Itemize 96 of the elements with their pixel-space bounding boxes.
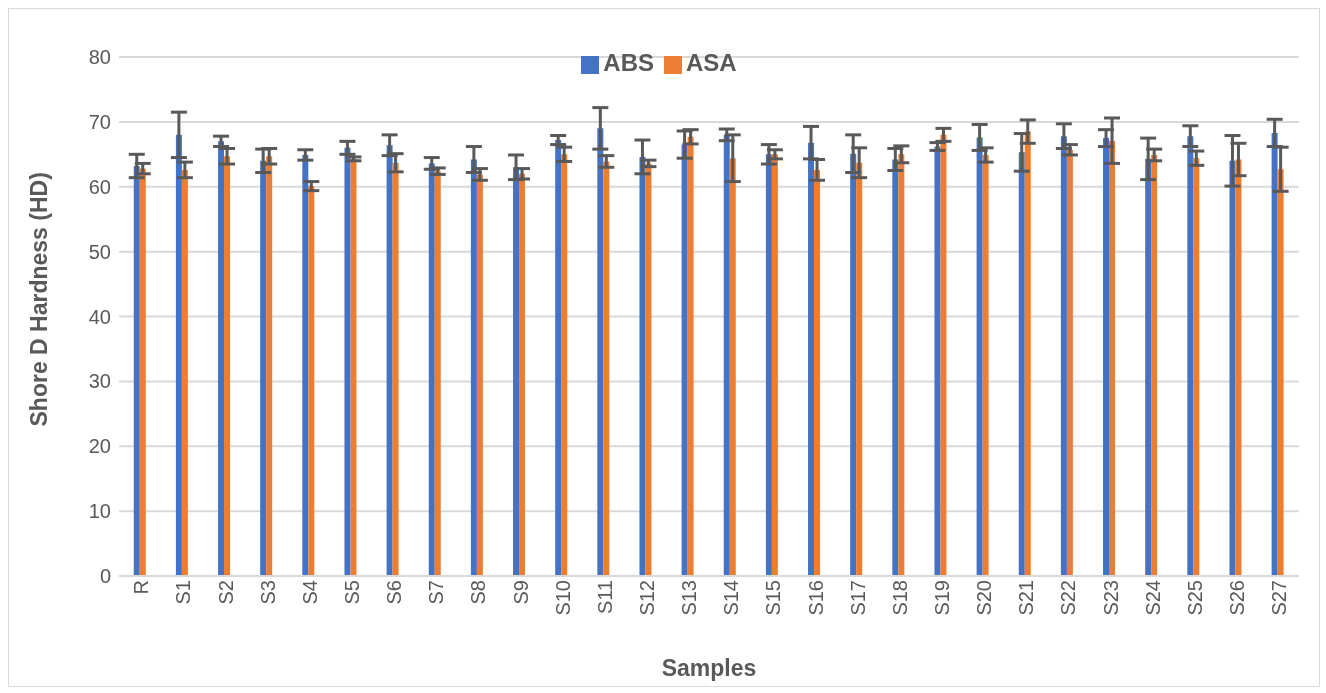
bar <box>982 154 989 576</box>
y-tick-label: 80 <box>88 46 111 69</box>
bar <box>175 134 182 576</box>
bar <box>476 174 483 576</box>
y-tick-label: 30 <box>88 370 111 393</box>
bar <box>344 147 351 576</box>
x-tick-label: S26 <box>1225 580 1248 616</box>
bar <box>814 169 821 576</box>
x-tick-label: S4 <box>298 580 321 605</box>
bar <box>519 173 526 576</box>
y-tick-label: 0 <box>99 565 111 588</box>
bar <box>470 159 477 576</box>
bar <box>687 136 694 576</box>
bar <box>765 154 772 576</box>
bar <box>1109 140 1116 576</box>
x-tick-label: S21 <box>1015 580 1038 616</box>
bar <box>266 156 273 576</box>
bar <box>597 128 604 576</box>
bar <box>892 159 899 576</box>
bar <box>729 158 736 576</box>
bar <box>1066 149 1073 576</box>
bar <box>934 146 941 576</box>
bar <box>260 160 267 576</box>
bar <box>224 156 231 576</box>
x-tick-label: S17 <box>846 580 869 616</box>
bar <box>218 141 225 576</box>
bar <box>771 154 778 576</box>
x-tick-label: S12 <box>635 580 658 616</box>
bar <box>139 168 146 576</box>
x-tick-label: S9 <box>509 580 532 605</box>
bar <box>940 134 947 576</box>
bar <box>1187 136 1194 576</box>
bar <box>1060 136 1067 576</box>
bar <box>1024 131 1031 576</box>
bar <box>681 144 688 576</box>
x-tick-label: S18 <box>888 580 911 616</box>
bar <box>428 163 435 576</box>
x-tick-label: R <box>130 580 153 595</box>
y-tick-label: 10 <box>88 500 111 523</box>
y-axis-title: Shore D Hardness (HD) <box>26 172 53 427</box>
y-tick-label: 40 <box>88 305 111 328</box>
bar <box>1235 159 1242 576</box>
x-tick-label: S25 <box>1183 580 1206 616</box>
bar <box>603 161 610 576</box>
bar <box>1151 154 1158 576</box>
x-tick-label: S1 <box>172 580 195 605</box>
y-tick-label: 60 <box>88 175 111 198</box>
x-tick-label: S14 <box>720 580 743 616</box>
bar <box>645 163 652 576</box>
x-tick-label: S22 <box>1057 580 1080 616</box>
bar <box>1229 160 1236 576</box>
x-tick-label: S6 <box>383 580 406 605</box>
bar <box>133 165 140 576</box>
y-tick-label: 70 <box>88 110 111 133</box>
bar <box>856 162 863 576</box>
x-tick-label: S19 <box>930 580 953 616</box>
bar <box>1271 132 1278 576</box>
x-tick-label: S5 <box>340 580 363 605</box>
x-tick-label: S13 <box>678 580 701 616</box>
x-tick-label: S27 <box>1268 580 1291 616</box>
bar <box>434 171 441 576</box>
x-tick-label: S7 <box>425 580 448 605</box>
x-tick-label: S20 <box>973 580 996 616</box>
bar <box>392 162 399 576</box>
y-tick-label: 50 <box>88 240 111 263</box>
bar <box>1193 158 1200 576</box>
x-tick-label: S23 <box>1099 580 1122 616</box>
bar <box>808 142 815 576</box>
bar <box>639 156 646 576</box>
bar <box>976 137 983 576</box>
bar <box>555 140 562 576</box>
bar <box>723 134 730 576</box>
x-tick-label: S11 <box>593 580 616 615</box>
x-tick-label: S24 <box>1141 580 1164 616</box>
bar <box>308 186 315 576</box>
bar <box>561 154 568 576</box>
x-axis-title: Samples <box>661 655 757 681</box>
bar <box>513 167 520 576</box>
bar <box>181 169 188 576</box>
legend-label: ASA <box>686 49 737 76</box>
legend-label: ABS <box>603 49 654 76</box>
bar <box>1277 169 1284 576</box>
bar <box>302 154 309 576</box>
x-tick-label: S2 <box>214 580 237 605</box>
bar <box>1103 138 1110 576</box>
bar <box>386 145 393 576</box>
x-tick-label: S3 <box>256 580 279 605</box>
bar <box>898 154 905 576</box>
bar <box>850 153 857 576</box>
bar <box>1145 158 1152 576</box>
bar <box>1018 152 1025 576</box>
x-tick-label: S16 <box>804 580 827 616</box>
y-tick-label: 20 <box>88 435 111 458</box>
x-tick-label: S8 <box>467 580 490 605</box>
x-tick-label: S10 <box>551 580 574 616</box>
x-tick-label: S15 <box>762 580 785 616</box>
